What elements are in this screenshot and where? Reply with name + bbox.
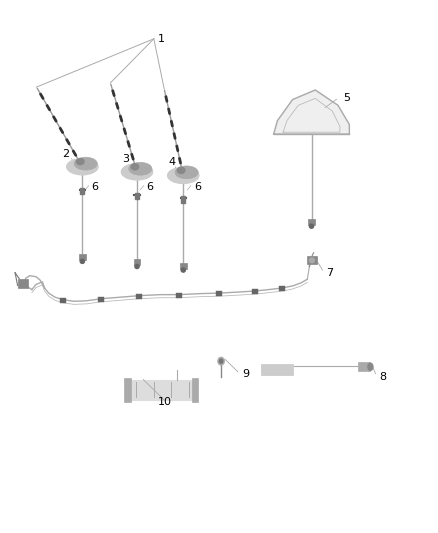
- Ellipse shape: [309, 224, 314, 228]
- Text: 2: 2: [62, 149, 69, 159]
- Bar: [181, 196, 185, 203]
- Ellipse shape: [129, 163, 152, 175]
- Ellipse shape: [74, 157, 97, 170]
- Bar: [136, 294, 142, 298]
- Bar: [180, 263, 187, 269]
- Bar: [80, 188, 85, 194]
- Text: 6: 6: [147, 182, 154, 192]
- Ellipse shape: [177, 167, 185, 173]
- Ellipse shape: [167, 167, 199, 183]
- Polygon shape: [274, 90, 350, 134]
- Text: 9: 9: [242, 369, 249, 379]
- Bar: [261, 364, 293, 375]
- Text: 4: 4: [168, 157, 176, 167]
- Bar: [308, 219, 315, 225]
- Text: 3: 3: [122, 154, 129, 164]
- Text: 8: 8: [379, 372, 386, 382]
- Ellipse shape: [67, 158, 98, 175]
- Ellipse shape: [219, 359, 223, 363]
- Bar: [18, 279, 28, 288]
- Bar: [307, 256, 317, 264]
- Ellipse shape: [131, 164, 139, 170]
- Text: 10: 10: [158, 397, 172, 407]
- Ellipse shape: [80, 260, 85, 263]
- Bar: [252, 289, 258, 294]
- Bar: [124, 378, 131, 401]
- Ellipse shape: [309, 258, 314, 263]
- Bar: [192, 378, 198, 401]
- Bar: [358, 362, 370, 372]
- Ellipse shape: [135, 264, 139, 269]
- Bar: [79, 254, 86, 260]
- Bar: [279, 286, 285, 291]
- Ellipse shape: [121, 164, 153, 180]
- Ellipse shape: [181, 268, 185, 272]
- Text: 7: 7: [326, 268, 333, 278]
- Bar: [60, 298, 67, 303]
- Bar: [98, 297, 104, 302]
- Ellipse shape: [77, 158, 84, 165]
- Ellipse shape: [368, 363, 373, 370]
- Bar: [129, 380, 194, 400]
- Text: 6: 6: [194, 182, 201, 192]
- Ellipse shape: [218, 357, 224, 365]
- Text: 6: 6: [92, 182, 99, 192]
- Ellipse shape: [175, 166, 198, 179]
- Bar: [176, 293, 182, 298]
- Bar: [216, 291, 222, 296]
- Bar: [135, 193, 139, 199]
- Bar: [134, 260, 140, 265]
- Text: 1: 1: [158, 34, 165, 44]
- Text: 5: 5: [343, 93, 350, 103]
